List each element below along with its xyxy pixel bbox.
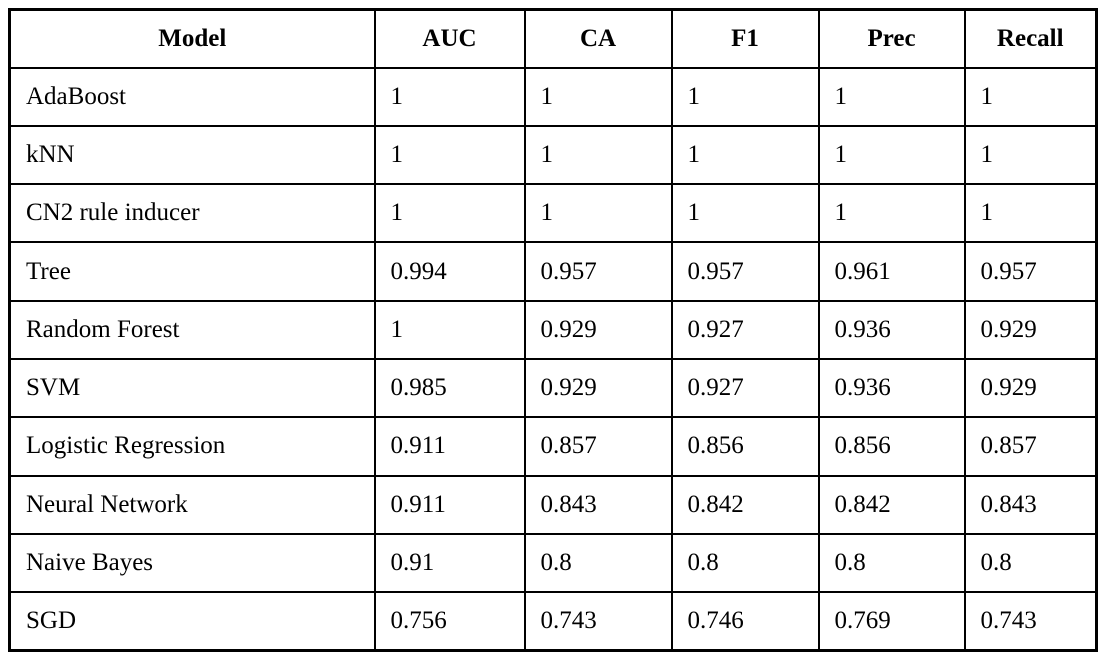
metric-value-cell: 0.961: [817, 241, 966, 302]
metric-value-cell: 0.911: [373, 416, 526, 477]
metric-value-cell: 1: [523, 66, 673, 127]
metric-value-cell: 0.746: [670, 591, 820, 652]
metric-value-cell: 0.856: [670, 416, 820, 477]
metric-value-cell: 1: [373, 66, 526, 127]
model-name-cell: SGD: [8, 591, 376, 652]
metric-value-cell: 0.769: [817, 591, 966, 652]
metric-value-cell: 0.8: [817, 532, 966, 594]
metric-value-cell: 1: [817, 124, 966, 186]
model-name-cell: Logistic Regression: [8, 416, 376, 477]
metric-value-cell: 1: [963, 124, 1098, 186]
model-name-cell: SVM: [8, 357, 376, 419]
model-name-cell: Neural Network: [8, 474, 376, 535]
column-header-prec: Prec: [817, 8, 966, 69]
metric-value-cell: 1: [373, 124, 526, 186]
metric-value-cell: 1: [670, 124, 820, 186]
metric-value-cell: 0.936: [817, 299, 966, 360]
metric-value-cell: 0.843: [963, 474, 1098, 535]
model-name-cell: Naive Bayes: [8, 532, 376, 594]
metric-value-cell: 0.743: [963, 591, 1098, 652]
metric-value-cell: 1: [373, 183, 526, 244]
metric-value-cell: 0.985: [373, 357, 526, 419]
metric-value-cell: 1: [670, 66, 820, 127]
column-header-recall: Recall: [963, 8, 1098, 69]
table-row: CN2 rule inducer 1 1 1 1 1: [8, 183, 1098, 244]
metric-value-cell: 0.8: [963, 532, 1098, 594]
metric-value-cell: 0.994: [373, 241, 526, 302]
metric-value-cell: 0.8: [523, 532, 673, 594]
metric-value-cell: 0.929: [523, 299, 673, 360]
table-row: Random Forest 1 0.929 0.927 0.936 0.929: [8, 299, 1098, 360]
column-header-f1: F1: [670, 8, 820, 69]
metric-value-cell: 0.91: [373, 532, 526, 594]
table-row: SGD 0.756 0.743 0.746 0.769 0.743: [8, 591, 1098, 652]
metric-value-cell: 0.857: [963, 416, 1098, 477]
table-row: SVM 0.985 0.929 0.927 0.936 0.929: [8, 357, 1098, 419]
metric-value-cell: 1: [963, 183, 1098, 244]
metric-value-cell: 0.911: [373, 474, 526, 535]
metric-value-cell: 0.936: [817, 357, 966, 419]
table-row: kNN 1 1 1 1 1: [8, 124, 1098, 186]
metric-value-cell: 0.929: [963, 357, 1098, 419]
metric-value-cell: 0.957: [963, 241, 1098, 302]
metric-value-cell: 1: [373, 299, 526, 360]
column-header-ca: CA: [523, 8, 673, 69]
metric-value-cell: 0.929: [523, 357, 673, 419]
metric-value-cell: 1: [670, 183, 820, 244]
metric-value-cell: 0.842: [817, 474, 966, 535]
metric-value-cell: 0.927: [670, 299, 820, 360]
metric-value-cell: 1: [817, 183, 966, 244]
header-row: Model AUC CA F1 Prec Recall: [8, 8, 1098, 69]
table-row: Neural Network 0.911 0.843 0.842 0.842 0.843: [8, 474, 1098, 535]
model-name-cell: Random Forest: [8, 299, 376, 360]
metric-value-cell: 0.957: [670, 241, 820, 302]
metric-value-cell: 0.857: [523, 416, 673, 477]
table-row: Naive Bayes 0.91 0.8 0.8 0.8 0.8: [8, 532, 1098, 594]
metric-value-cell: 1: [523, 124, 673, 186]
table-row: Tree 0.994 0.957 0.957 0.961 0.957: [8, 241, 1098, 302]
column-header-model: Model: [8, 8, 376, 69]
metric-value-cell: 0.8: [670, 532, 820, 594]
model-scores-table: Model AUC CA F1 Prec Recall AdaBoost 1 1 1 1 1 kNN 1…: [8, 8, 1098, 652]
metric-value-cell: 1: [817, 66, 966, 127]
model-name-cell: Tree: [8, 241, 376, 302]
metric-value-cell: 0.842: [670, 474, 820, 535]
metric-value-cell: 0.743: [523, 591, 673, 652]
metric-value-cell: 0.843: [523, 474, 673, 535]
table-row: Logistic Regression 0.911 0.857 0.856 0.856 0…: [8, 416, 1098, 477]
model-name-cell: AdaBoost: [8, 66, 376, 127]
metric-value-cell: 1: [523, 183, 673, 244]
metric-value-cell: 0.856: [817, 416, 966, 477]
model-name-cell: kNN: [8, 124, 376, 186]
metric-value-cell: 0.927: [670, 357, 820, 419]
table-row: AdaBoost 1 1 1 1 1: [8, 66, 1098, 127]
metric-value-cell: 0.756: [373, 591, 526, 652]
metric-value-cell: 1: [963, 66, 1098, 127]
metric-value-cell: 0.929: [963, 299, 1098, 360]
metric-value-cell: 0.957: [523, 241, 673, 302]
model-name-cell: CN2 rule inducer: [8, 183, 376, 244]
column-header-auc: AUC: [373, 8, 526, 69]
